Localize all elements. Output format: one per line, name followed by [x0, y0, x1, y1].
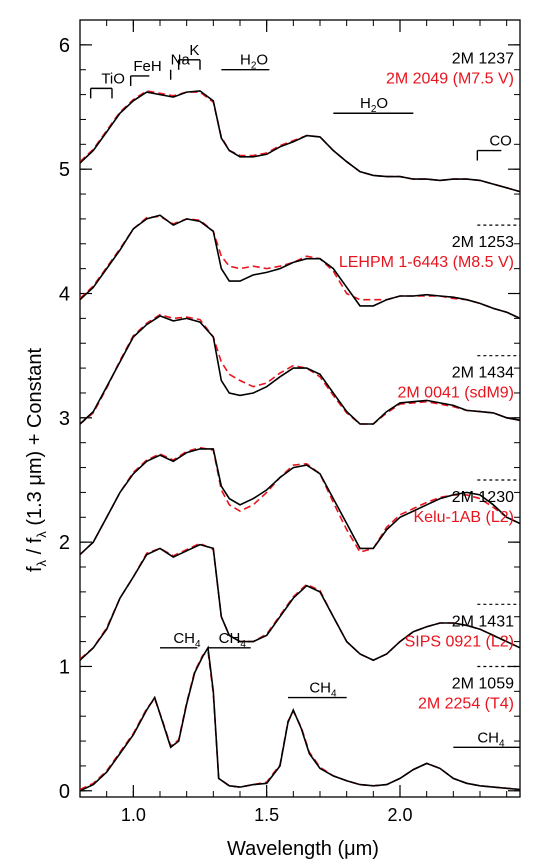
feature-label-6: CO: [489, 133, 512, 150]
object-label-5: 2M 1059: [452, 675, 514, 692]
object-spectrum-4: [79, 543, 521, 662]
object-label-4: 2M 1431: [452, 613, 514, 630]
y-tick-label-5: 5: [59, 159, 70, 181]
template-spectrum-2: [79, 313, 521, 425]
x-tick-label-2: 2.0: [387, 805, 412, 825]
object-label-0: 2M 1237: [452, 51, 514, 68]
feature-label-4: H2O: [240, 52, 268, 72]
x-tick-label-1: 1.5: [254, 805, 279, 825]
spectra-series: [79, 90, 521, 792]
object-spectrum-2: [79, 315, 521, 425]
y-tick-label-0: 0: [59, 781, 70, 803]
y-tick-label-6: 6: [59, 35, 70, 57]
template-label-4: SIPS 0921 (L2): [405, 633, 514, 650]
y-tick-label-2: 2: [59, 532, 70, 554]
y-tick-label-1: 1: [59, 656, 70, 678]
y-tick-label-4: 4: [59, 284, 70, 306]
feature-label-9: CH4: [309, 680, 337, 700]
feature-label-7: CH4: [173, 630, 201, 650]
template-label-2: 2M 0041 (sdM9): [398, 385, 515, 402]
plot-axes: [79, 19, 521, 798]
object-spectrum-0: [79, 90, 521, 193]
y-label-rest: (1.3 μm) + Constant: [24, 348, 46, 532]
feature-label-0: TiO: [101, 70, 125, 87]
x-tick-label-0: 1.0: [121, 805, 146, 825]
template-label-5: 2M 2254 (T4): [418, 695, 514, 712]
feature-label-10: CH4: [477, 729, 505, 749]
spectrum-labels: 2M 1237 2M 2049 (M7.5 V) 2M 1253 LEHPM 1-64…: [339, 51, 520, 712]
template-label-1: LEHPM 1-6443 (M8.5 V): [339, 254, 514, 271]
object-spectrum-3: [79, 448, 521, 556]
y-label-slash: / f: [24, 537, 46, 560]
feature-label-1: FeH: [133, 58, 161, 75]
object-spectrum-1: [79, 214, 521, 320]
object-label-2: 2M 1434: [452, 365, 514, 382]
feature-label-8: CH4: [219, 630, 247, 650]
y-label-f: f: [24, 566, 46, 572]
y-label-lambda-sub-2: λ: [34, 531, 49, 538]
y-axis-label: fλ / fλ (1.3 μm) + Constant: [24, 348, 49, 573]
object-spectrum-5: [79, 645, 521, 792]
object-label-3: 2M 1230: [452, 489, 514, 506]
svg-text:fλ / fλ (1.3 μm) + Constant: fλ / fλ (1.3 μm) + Constant: [24, 348, 49, 573]
feature-label-3: K: [189, 42, 199, 59]
template-label-3: Kelu-1AB (L2): [414, 509, 515, 526]
template-spectrum-5: [79, 650, 521, 791]
x-axis-label: Wavelength (μm): [227, 838, 379, 860]
y-tick-label-3: 3: [59, 408, 70, 430]
object-label-1: 2M 1253: [452, 234, 514, 251]
template-spectrum-0: [79, 90, 521, 193]
y-label-lambda-sub: λ: [34, 559, 49, 566]
template-label-0: 2M 2049 (M7.5 V): [386, 71, 514, 88]
x-axis-ticks: 1.0 1.5 2.0: [79, 20, 508, 825]
feature-label-5: H2O: [360, 95, 388, 115]
plot-frame: [79, 19, 521, 798]
